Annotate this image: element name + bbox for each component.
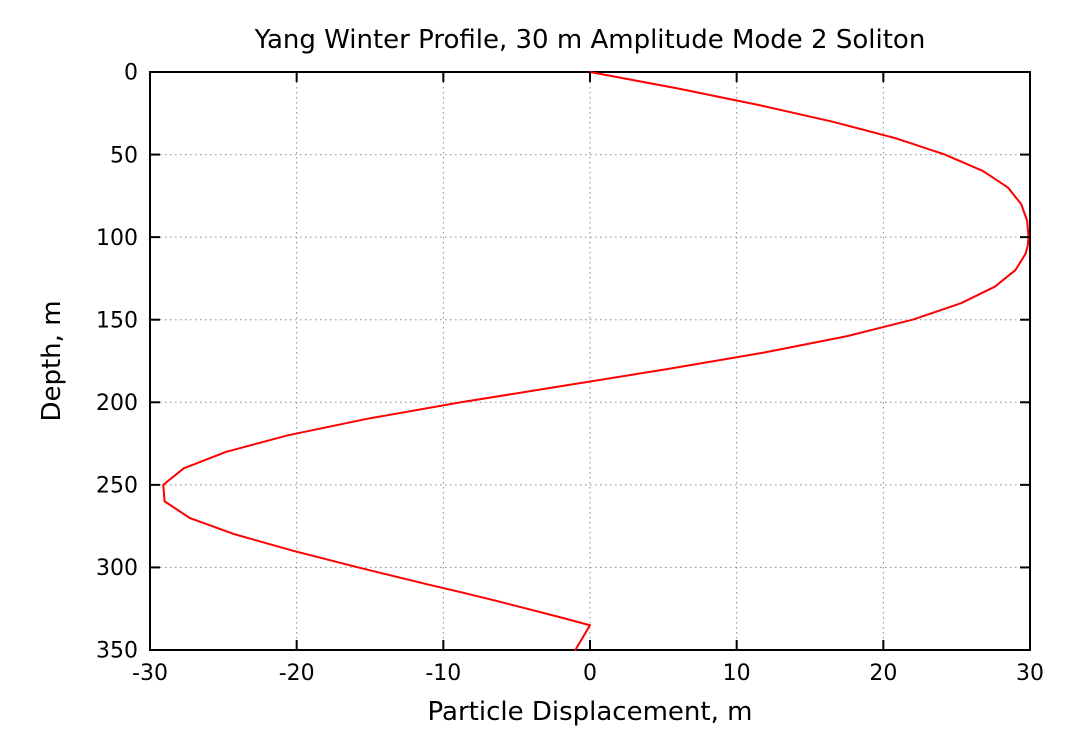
ytick-label: 0 (124, 61, 138, 86)
ytick-label: 50 (110, 143, 138, 168)
xtick-label: 10 (723, 661, 751, 686)
chart-container: -30-20-100102030050100150200250300350Par… (0, 0, 1080, 756)
ytick-label: 300 (96, 556, 138, 581)
xtick-label: 30 (1016, 661, 1044, 686)
ytick-label: 100 (96, 226, 138, 251)
chart-background (0, 0, 1080, 756)
xtick-label: -20 (279, 661, 315, 686)
y-axis-label: Depth, m (37, 300, 67, 421)
ytick-label: 350 (96, 639, 138, 664)
xtick-label: 0 (583, 661, 597, 686)
chart-title: Yang Winter Profile, 30 m Amplitude Mode… (254, 25, 926, 55)
ytick-label: 250 (96, 474, 138, 499)
ytick-label: 200 (96, 391, 138, 416)
line-chart: -30-20-100102030050100150200250300350Par… (0, 0, 1080, 756)
ytick-label: 150 (96, 308, 138, 333)
xtick-label: 20 (869, 661, 897, 686)
x-axis-label: Particle Displacement, m (428, 697, 753, 727)
xtick-label: -30 (132, 661, 168, 686)
xtick-label: -10 (425, 661, 461, 686)
